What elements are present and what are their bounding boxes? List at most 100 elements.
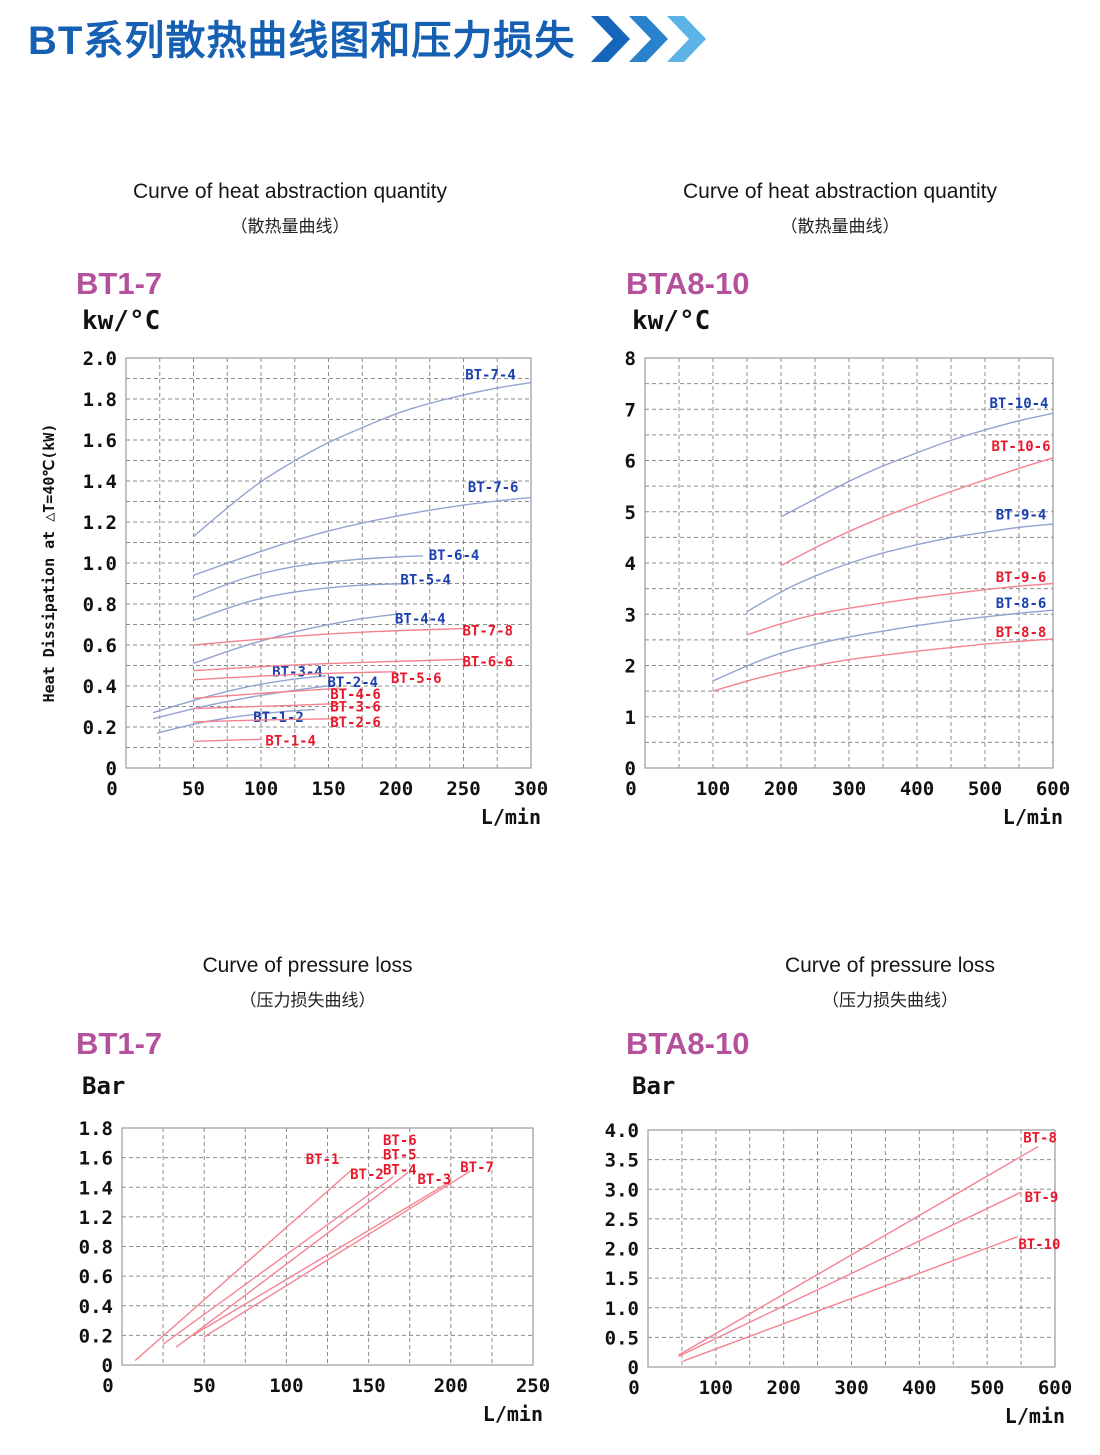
y-tick-label: 1.2 (83, 512, 117, 534)
x-tick-label: 300 (514, 778, 548, 800)
y-tick-label: 5 (625, 502, 636, 524)
series-curve-BT-10-4 (780, 412, 1054, 518)
series-curve-BT-1-2 (156, 708, 316, 734)
x-tick-label: 500 (968, 778, 1002, 800)
chart-title: Curve of heat abstraction quantity (682, 180, 997, 203)
x-tick-label: 50 (193, 1375, 216, 1397)
series-label-BT-4-4: BT-4-4 (395, 611, 446, 627)
page-header: BT系列散热曲线图和压力损失 (28, 8, 713, 66)
x-tick-label: 0 (628, 1377, 639, 1399)
y-tick-label: 8 (625, 348, 636, 370)
series-label-BT-9-4: BT-9-4 (996, 507, 1047, 523)
plot-frame (644, 357, 1054, 769)
series-group-label: BTA8-10 (626, 1026, 750, 1061)
x-tick-label: 200 (379, 778, 413, 800)
series-curve-BT-5-6 (193, 670, 397, 681)
x-tick-label: 500 (970, 1377, 1004, 1399)
series-label-BT-7-8: BT-7-8 (463, 624, 514, 640)
y-tick-label: 2.0 (605, 1239, 639, 1261)
series-label-BT-3-4: BT-3-4 (272, 665, 323, 681)
series-label-BT-10-4: BT-10-4 (989, 396, 1048, 412)
chevrons-icon (591, 16, 707, 62)
chart-block-heat-bta8-10: Curve of heat abstraction quantity （散热量曲… (580, 170, 1100, 842)
y-tick-label: 2.0 (83, 348, 117, 370)
y-tick-label: 1.8 (83, 389, 117, 411)
y-tick-label: 0 (625, 758, 636, 780)
chart-block-pressure-bt1-7: Curve of pressure loss （压力损失曲线） BT1-7 Ba… (30, 948, 575, 1455)
series-group-label: BTA8-10 (626, 266, 750, 301)
y-tick-label: 1.4 (79, 1177, 113, 1199)
x-tick-label: 0 (625, 778, 636, 800)
y-tick-label: 0 (102, 1355, 113, 1377)
chart-block-pressure-bta8-10: Curve of pressure loss （压力损失曲线） BTA8-10 … (580, 948, 1100, 1455)
y-tick-label: 4 (625, 553, 636, 575)
y-tick-label: 7 (625, 399, 636, 421)
series-label-BT-2: BT-2 (350, 1167, 384, 1183)
y-tick-label: 0 (106, 758, 117, 780)
series-curve-BT-2 (162, 1176, 394, 1345)
plot-frame (121, 1127, 534, 1366)
x-tick-label: 150 (351, 1375, 385, 1397)
series-label-BT-5: BT-5 (383, 1148, 417, 1164)
x-tick-label: 250 (446, 778, 480, 800)
chart-subtitle-zh: （散热量曲线） (230, 217, 350, 237)
x-tick-label: 0 (102, 1375, 113, 1397)
series-label-BT-2-4: BT-2-4 (328, 675, 379, 691)
series-curve-BT-6-4 (193, 555, 424, 599)
series-label-BT-3: BT-3 (418, 1172, 452, 1188)
series-curve-BT-3-6 (193, 702, 340, 710)
y-tick-label: 1 (625, 707, 636, 729)
series-label-BT-8-8: BT-8-8 (996, 625, 1047, 641)
series-curve-BT-3 (192, 1180, 452, 1336)
page-title: BT系列散热曲线图和压力损失 (28, 19, 576, 63)
series-label-BT-4-6: BT-4-6 (330, 687, 381, 703)
series-curve-BT-4-4 (193, 613, 397, 665)
y-axis-label: Heat Dissipation at △T=40℃(kW) (40, 424, 58, 703)
y-tick-label: 3.0 (605, 1179, 639, 1201)
plot-frame (647, 1129, 1056, 1368)
series-label-BT-1: BT-1 (306, 1152, 340, 1168)
series-label-BT-10: BT-10 (1018, 1237, 1060, 1253)
y-tick-label: 1.0 (83, 553, 117, 575)
chart-block-heat-bt1-7: Curve of heat abstraction quantity （散热量曲… (30, 170, 550, 842)
series-label-BT-6-6: BT-6-6 (463, 654, 514, 670)
y-tick-label: 0.8 (79, 1237, 113, 1259)
pressure-loss-chart-bt1-7: 0 50 100 150 200 250 0 0.2 0.4 0.6 0.8 1.2 1.4 1.6 1.8… (79, 1118, 550, 1426)
y-tick-label: 0 (628, 1357, 639, 1379)
x-tick-label: 600 (1036, 778, 1070, 800)
y-tick-label: 1.5 (605, 1268, 639, 1290)
y-tick-label: 3.5 (605, 1150, 639, 1172)
chart-title: Curve of pressure loss (202, 954, 413, 977)
x-tick-label: 600 (1038, 1377, 1072, 1399)
y-tick-label: 2 (625, 656, 636, 678)
y-tick-label: 1.6 (79, 1148, 113, 1170)
x-tick-label: 300 (834, 1377, 868, 1399)
x-tick-label: 0 (106, 778, 117, 800)
x-tick-label: 400 (902, 1377, 936, 1399)
y-tick-label: 2.5 (605, 1209, 639, 1231)
series-curve-BT-10 (683, 1235, 1018, 1362)
series-label-BT-6: BT-6 (383, 1133, 417, 1149)
y-tick-label: 1.8 (79, 1118, 113, 1140)
series-curve-BT-9-6 (746, 582, 1054, 636)
x-tick-label: 250 (516, 1375, 550, 1397)
series-label-BT-3-6: BT-3-6 (330, 700, 381, 716)
chart-subtitle-zh: （压力损失曲线） (239, 991, 376, 1011)
x-tick-label: 100 (244, 778, 278, 800)
series-curve-BT-3-4 (152, 675, 326, 714)
series-label-BT-7-4: BT-7-4 (465, 367, 516, 383)
series-label-BT-4: BT-4 (383, 1162, 417, 1178)
series-label-BT-8: BT-8 (1023, 1131, 1057, 1147)
x-unit-label: L/min (481, 805, 541, 829)
series-label-BT-8-6: BT-8-6 (996, 596, 1047, 612)
series-curve-BT-8-6 (712, 609, 1054, 682)
y-tick-label: 6 (625, 451, 636, 473)
series-label-BT-6-4: BT-6-4 (429, 548, 480, 564)
series-curve-BT-7-8 (193, 627, 464, 646)
heat-curve-chart-bt1-7: 0 50 100 150 200 250 300 0 0.2 0.4 0.6 0.8 1.0 1.2 1.4… (40, 348, 548, 829)
series-curve-BT-7-6 (193, 496, 532, 576)
chart-subtitle-zh: （散热量曲线） (780, 217, 900, 237)
x-unit-label: L/min (1005, 1404, 1065, 1428)
x-tick-label: 100 (699, 1377, 733, 1399)
series-curve-BT-9 (678, 1191, 1022, 1357)
